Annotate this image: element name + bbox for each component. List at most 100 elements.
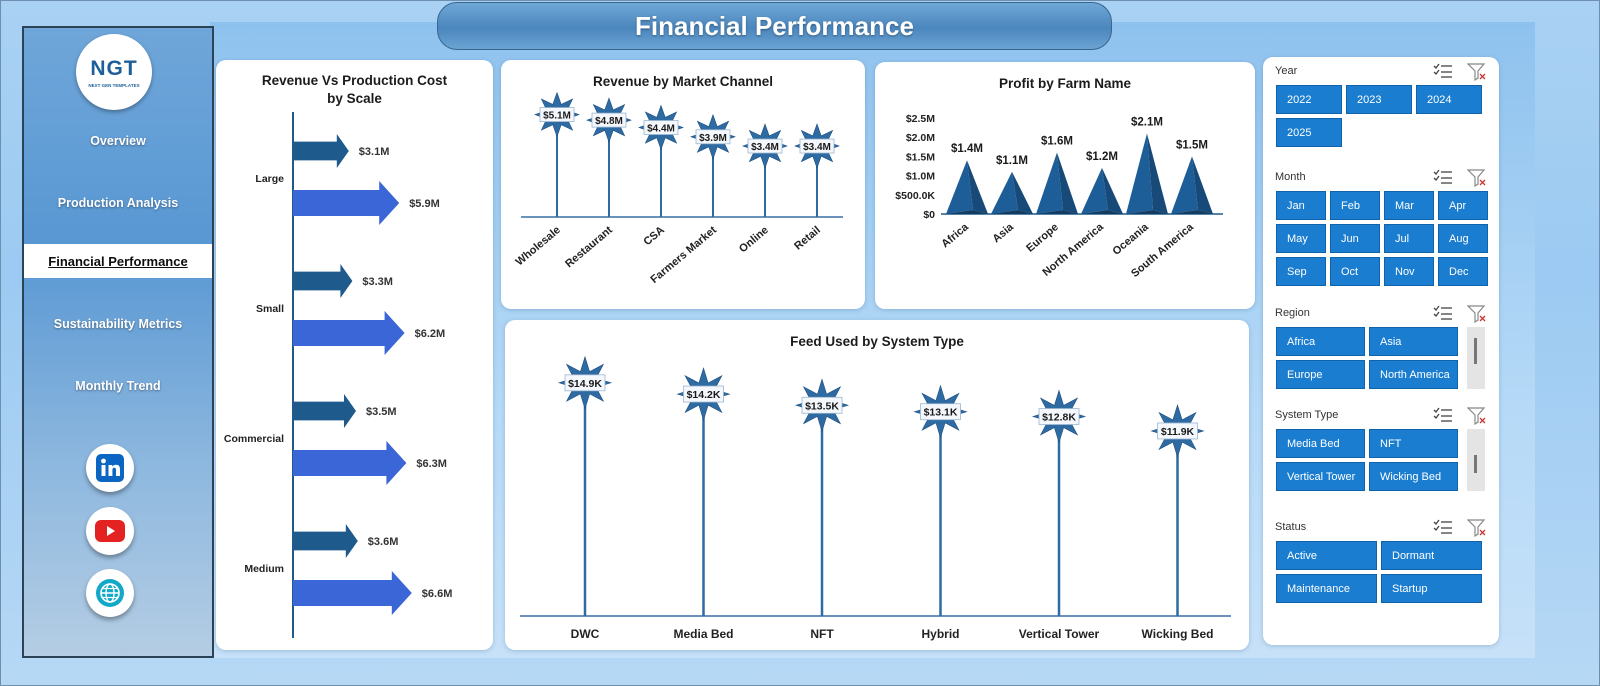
revenue-vs-cost-card: Revenue Vs Production Cost by Scale Larg… — [216, 60, 493, 650]
clear-filter-icon[interactable] — [1466, 63, 1487, 86]
month-option-nov[interactable]: Nov — [1384, 257, 1434, 286]
channel-label-box-0 — [539, 107, 575, 122]
system-category-0: DWC — [571, 627, 600, 641]
profit-category-0: Africa — [939, 221, 971, 251]
sidebar: NGT NEXT GEN TEMPLATES Overview Producti… — [22, 26, 214, 658]
month-slicer-tools — [1433, 169, 1487, 192]
status-option-startup[interactable]: Startup — [1381, 574, 1482, 603]
revenue-by-channel-title: Revenue by Market Channel — [592, 74, 774, 89]
scale-label-large: Large — [255, 173, 284, 185]
arrow-bar-large-cost — [293, 134, 349, 168]
region-scrollbar[interactable] — [1467, 327, 1485, 389]
year-option-2022[interactable]: 2022 — [1276, 85, 1342, 114]
clear-filter-icon[interactable] — [1466, 169, 1487, 192]
channel-label-box-1 — [591, 112, 627, 128]
month-option-may[interactable]: May — [1276, 224, 1326, 253]
multi-select-icon[interactable] — [1433, 169, 1453, 192]
month-option-oct[interactable]: Oct — [1330, 257, 1380, 286]
month-option-jul[interactable]: Jul — [1384, 224, 1434, 253]
channel-label-box-5 — [799, 138, 835, 154]
system-value-2: $13.5K — [805, 400, 839, 412]
pyramid-left-4 — [1126, 133, 1153, 214]
system-type-scroll-thumb[interactable] — [1474, 455, 1477, 473]
region-scroll-thumb[interactable] — [1474, 338, 1477, 364]
multi-select-icon[interactable] — [1433, 519, 1453, 542]
system-type-scrollbar[interactable] — [1467, 429, 1485, 491]
region-option-asia[interactable]: Asia — [1369, 327, 1458, 356]
system-label-box-4 — [1038, 408, 1080, 425]
month-option-sep[interactable]: Sep — [1276, 257, 1326, 286]
system-type-option-nft[interactable]: NFT — [1369, 429, 1458, 458]
data-label-small-0: $3.3M — [362, 276, 393, 288]
revenue-by-channel-chart: $5.1M Wholesale $4.8M Restaurant $4.4M CSA $3.… — [514, 91, 843, 286]
region-option-north-america[interactable]: North America — [1369, 360, 1458, 389]
system-label-box-5 — [1157, 422, 1198, 440]
year-option-2025[interactable]: 2025 — [1276, 118, 1342, 147]
system-label-box-3 — [920, 403, 961, 421]
month-option-mar[interactable]: Mar — [1384, 191, 1434, 220]
pyramid-base-5 — [1171, 210, 1213, 214]
channel-value-1: $4.8M — [595, 116, 623, 127]
logo-mark: NGT — [90, 56, 138, 80]
month-option-apr[interactable]: Apr — [1438, 191, 1488, 220]
channel-label-box-4 — [747, 138, 783, 154]
clear-filter-icon[interactable] — [1466, 407, 1487, 430]
nav-production-analysis[interactable]: Production Analysis — [57, 196, 179, 210]
data-label-small-1: $6.2M — [415, 328, 446, 340]
system-type-option-wicking-bed[interactable]: Wicking Bed — [1369, 462, 1458, 491]
feed-by-system-title: Feed Used by System Type — [790, 334, 964, 349]
youtube-icon — [95, 520, 125, 542]
month-option-jun[interactable]: Jun — [1330, 224, 1380, 253]
pyramid-left-0 — [946, 160, 973, 214]
multi-select-icon[interactable] — [1433, 305, 1453, 328]
slicer-panel: Year 2022 2023 2024 2025 Month Jan Feb Mar Apr May… — [1263, 57, 1499, 645]
arrow-bar-commercial-cost — [293, 394, 356, 428]
month-option-jan[interactable]: Jan — [1276, 191, 1326, 220]
profit-by-farm-card: Profit by Farm Name $0 $500.0K $1.0M $1.5M $… — [875, 62, 1255, 309]
profit-ytick-5: $2.5M — [906, 113, 935, 125]
linkedin-button[interactable] — [86, 444, 134, 492]
logo-tagline: NEXT GEN TEMPLATES — [88, 82, 140, 88]
ngt-logo: NGT NEXT GEN TEMPLATES — [76, 34, 152, 110]
profit-value-4: $2.1M — [1131, 116, 1163, 128]
system-type-slicer-tools — [1433, 407, 1487, 430]
system-category-3: Hybrid — [921, 627, 959, 641]
region-option-africa[interactable]: Africa — [1276, 327, 1365, 356]
page-title: Financial Performance — [635, 10, 914, 41]
region-option-europe[interactable]: Europe — [1276, 360, 1365, 389]
system-type-option-vertical-tower[interactable]: Vertical Tower — [1276, 462, 1365, 491]
year-option-2023[interactable]: 2023 — [1346, 85, 1412, 114]
pyramid-base-1 — [991, 210, 1033, 214]
status-option-active[interactable]: Active — [1276, 541, 1377, 570]
channel-category-1: Restaurant — [563, 224, 615, 270]
arrow-bar-small-revenue — [293, 311, 405, 355]
profit-value-3: $1.2M — [1086, 151, 1118, 163]
system-value-1: $14.2K — [687, 389, 721, 401]
region-slicer-tools — [1433, 305, 1487, 328]
website-button[interactable] — [86, 569, 134, 617]
clear-filter-icon[interactable] — [1466, 305, 1487, 328]
month-option-aug[interactable]: Aug — [1438, 224, 1488, 253]
year-option-2024[interactable]: 2024 — [1416, 85, 1482, 114]
nav-sustainability-metrics[interactable]: Sustainability Metrics — [53, 317, 183, 331]
status-option-dormant[interactable]: Dormant — [1381, 541, 1482, 570]
pyramid-base-2 — [1036, 210, 1078, 214]
multi-select-icon[interactable] — [1433, 407, 1453, 430]
pyramid-left-3 — [1081, 167, 1108, 214]
profit-category-1: Asia — [990, 221, 1016, 246]
clear-filter-icon[interactable] — [1466, 519, 1487, 542]
youtube-button[interactable] — [86, 507, 134, 555]
system-type-option-media-bed[interactable]: Media Bed — [1276, 429, 1365, 458]
nav-monthly-trend[interactable]: Monthly Trend — [75, 379, 161, 393]
nav-overview[interactable]: Overview — [90, 134, 146, 148]
feed-by-system-card: Feed Used by System Type $14.9K DWC $14.2K… — [505, 320, 1249, 650]
profit-ytick-2: $1.0M — [906, 171, 935, 183]
multi-select-icon[interactable] — [1433, 63, 1453, 86]
arrow-bar-commercial-revenue — [293, 441, 407, 485]
profit-category-4: Oceania — [1110, 221, 1151, 258]
month-option-dec[interactable]: Dec — [1438, 257, 1488, 286]
nav-financial-performance[interactable]: Financial Performance — [24, 244, 212, 278]
channel-value-5: $3.4M — [803, 142, 831, 153]
month-option-feb[interactable]: Feb — [1330, 191, 1380, 220]
status-option-maintenance[interactable]: Maintenance — [1276, 574, 1377, 603]
